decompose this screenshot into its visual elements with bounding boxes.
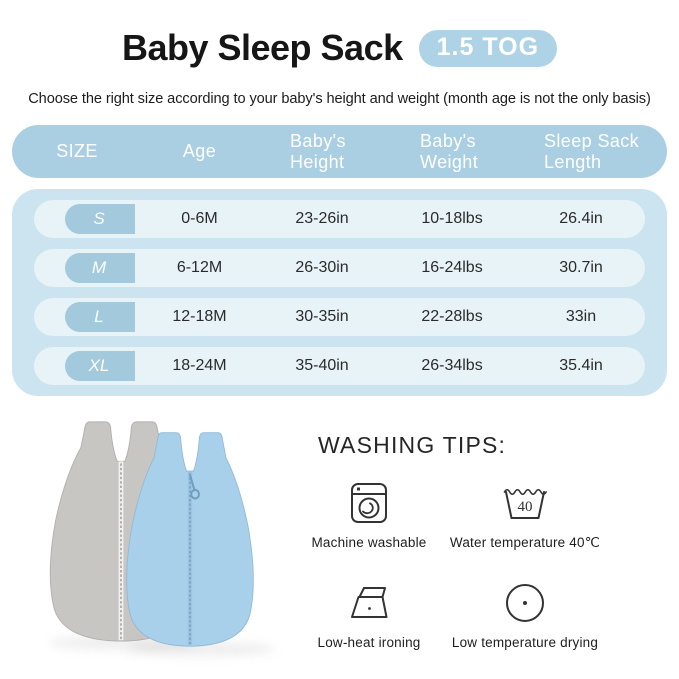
tip-low-temperature-drying: Low temperature drying <box>446 581 604 650</box>
col-header-baby-weight: Baby's Weight <box>420 130 479 172</box>
size-chart: SIZE Age Baby's Height Baby's Weight Sle… <box>12 125 667 396</box>
height-cell: 26-30in <box>295 259 349 276</box>
weight-cell: 10-18lbs <box>421 210 483 227</box>
col-header-baby-height: Baby's Height <box>290 130 346 172</box>
tip-label: Machine washable <box>311 535 427 550</box>
tip-label: Low temperature drying <box>451 635 599 650</box>
tog-badge: 1.5 TOG <box>418 29 558 67</box>
drying-icon <box>504 581 546 625</box>
subtitle: Choose the right size according to your … <box>28 91 651 107</box>
weight-cell: 26-34lbs <box>421 357 483 374</box>
table-row-s: S 0-6M 23-26in 10-18lbs 26.4in <box>34 200 645 238</box>
tip-label: Low-heat ironing <box>317 635 421 650</box>
iron-icon <box>347 581 391 625</box>
size-tag: M <box>65 253 135 283</box>
blue-sleep-sack-image <box>126 432 254 647</box>
col-header-sack-length: Sleep Sack Length <box>544 130 640 172</box>
age-cell: 6-12M <box>176 259 223 276</box>
height-cell: 35-40in <box>295 357 349 374</box>
length-cell: 30.7in <box>559 259 603 276</box>
page-title: Baby Sleep Sack <box>121 27 403 68</box>
length-cell: 33in <box>565 308 597 325</box>
age-cell: 12-18M <box>172 308 227 325</box>
sack-shadow <box>126 642 276 656</box>
col-header-age: Age <box>182 141 217 162</box>
svg-text:40: 40 <box>518 499 533 515</box>
washing-tips-section: WASHING TIPS: Machine washable <box>294 432 674 650</box>
col-header-size: SIZE <box>56 141 98 162</box>
size-chart-header: SIZE Age Baby's Height Baby's Weight Sle… <box>12 125 667 178</box>
size-tag: L <box>65 302 135 332</box>
table-row-m: M 6-12M 26-30in 16-24lbs 30.7in <box>34 249 645 287</box>
water-temperature-icon: 40 <box>502 481 548 525</box>
size-tag: XL <box>65 351 135 381</box>
washing-machine-icon <box>349 481 389 525</box>
length-cell: 26.4in <box>559 210 603 227</box>
age-cell: 0-6M <box>181 210 218 227</box>
size-chart-body: S 0-6M 23-26in 10-18lbs 26.4in M 6-12M 2… <box>12 189 667 396</box>
height-cell: 30-35in <box>295 308 349 325</box>
length-cell: 35.4in <box>559 357 603 374</box>
tip-label: Water temperature 40℃ <box>449 535 601 550</box>
tip-water-temperature: 40 Water temperature 40℃ <box>446 481 604 551</box>
height-cell: 23-26in <box>295 210 349 227</box>
header: Baby Sleep Sack 1.5 TOG <box>0 27 679 69</box>
table-row-l: L 12-18M 30-35in 22-28lbs 33in <box>34 298 645 336</box>
washing-tips-heading: WASHING TIPS: <box>318 432 507 458</box>
washing-tips-grid: Machine washable 40 Water temperature 40… <box>294 481 674 650</box>
age-cell: 18-24M <box>172 357 227 374</box>
tip-low-heat-ironing: Low-heat ironing <box>294 581 444 650</box>
table-row-xl: XL 18-24M 35-40in 26-34lbs 35.4in <box>34 347 645 385</box>
weight-cell: 22-28lbs <box>421 308 483 325</box>
size-tag: S <box>65 204 135 234</box>
tip-machine-washable: Machine washable <box>294 481 444 551</box>
weight-cell: 16-24lbs <box>421 259 483 276</box>
